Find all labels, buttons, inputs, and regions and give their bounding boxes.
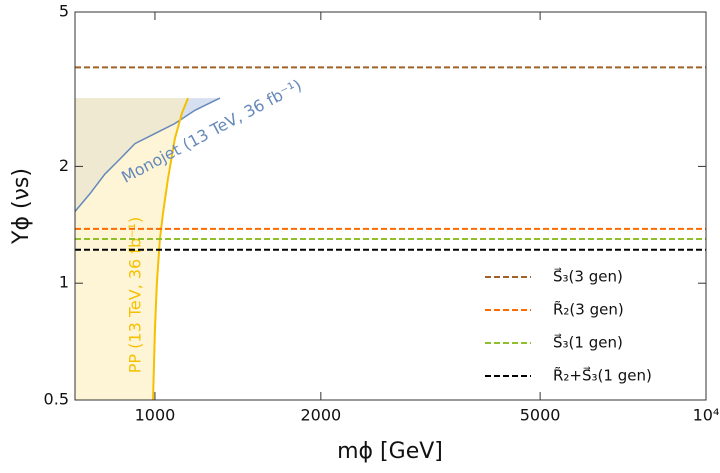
x-tick-label: 10⁴ bbox=[693, 406, 720, 425]
x-tick-label: 5000 bbox=[520, 406, 561, 425]
x-axis-label: mϕ [GeV] bbox=[337, 439, 443, 464]
legend-label: R̃₂+S⃗₃(1 gen) bbox=[553, 366, 652, 385]
curve-label: PP (13 TeV, 36 fb⁻¹) bbox=[126, 217, 145, 373]
x-tick-label: 1000 bbox=[135, 406, 176, 425]
y-tick-label: 2 bbox=[59, 156, 69, 175]
exclusion-curve bbox=[74, 97, 221, 213]
y-tick-label: 0.5 bbox=[44, 390, 69, 409]
legend-label: S⃗₃(1 gen) bbox=[553, 333, 623, 352]
x-tick-label: 2000 bbox=[300, 406, 341, 425]
legend-label: S⃗₃(3 gen) bbox=[553, 267, 623, 286]
y-tick-label: 5 bbox=[59, 2, 69, 21]
legend-label: R̃₂(3 gen) bbox=[553, 300, 624, 319]
y-tick-label: 1 bbox=[59, 273, 69, 292]
exclusion-curve bbox=[152, 97, 189, 401]
plot-frame bbox=[74, 11, 707, 401]
y-axis-label: Yϕ (νs) bbox=[9, 168, 34, 245]
